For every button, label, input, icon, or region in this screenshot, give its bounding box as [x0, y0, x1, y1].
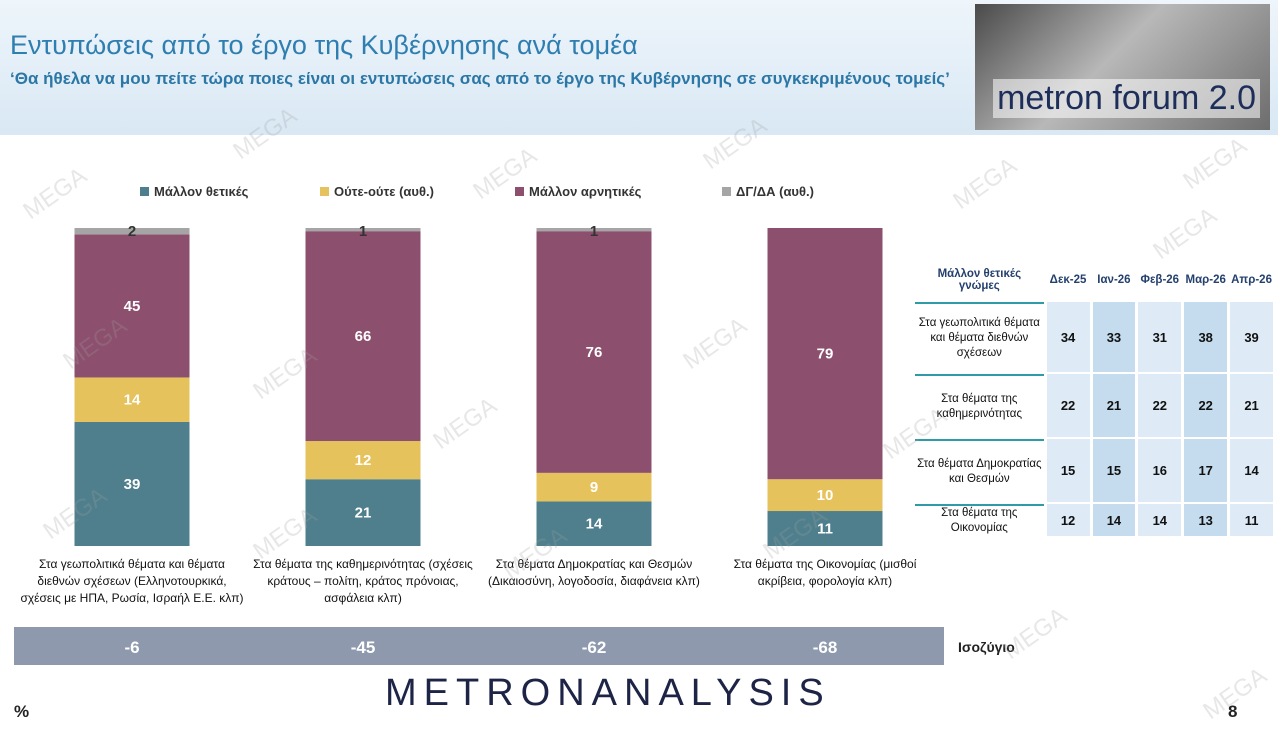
row-label: Στα θέματα της καθημερινότητας: [915, 374, 1044, 437]
legend-label: ΔΓ/ΔΑ (αυθ.): [736, 184, 814, 199]
table-cell: 14: [1138, 504, 1182, 536]
bar-segment: [536, 501, 652, 546]
balance-value: -62: [582, 638, 607, 657]
table-cell: 16: [1138, 439, 1182, 502]
category-label: Στα γεωπολιτικά θέματα και θέματα διεθνώ…: [20, 557, 244, 605]
table-cell: 34: [1046, 302, 1090, 372]
table-cell: 22: [1184, 374, 1228, 437]
legend-swatch: [722, 187, 731, 196]
category-label: Στα θέματα της Οικονομίας (μισθοί ακρίβε…: [733, 557, 917, 588]
bar-segment: [74, 377, 190, 422]
bar-segment: [305, 479, 421, 546]
unit: %: [14, 702, 30, 721]
balance-value: -6: [124, 638, 139, 657]
legend-swatch: [320, 187, 329, 196]
table-header-row: Μάλλον θετικές γνώμες Δεκ-25 Ιαν-26 Φεβ-26 Μ…: [915, 260, 1273, 300]
legend-swatch: [515, 187, 524, 196]
table-cell: 31: [1138, 302, 1182, 372]
table-row: Στα θέματα Δημοκρατίας και Θεσμών 15 15 16 1…: [915, 439, 1273, 502]
column-header: Ιαν-26: [1097, 273, 1131, 286]
balance-band: [14, 627, 944, 665]
table-cell: 38: [1184, 302, 1228, 372]
table-cell: 17: [1184, 439, 1228, 502]
data-label: 1: [590, 223, 598, 240]
table-cell: 22: [1138, 374, 1182, 437]
table-cell: 15: [1092, 439, 1136, 502]
legend-label: Ούτε-ούτε (αυθ.): [334, 184, 434, 199]
bar-segment: [767, 479, 883, 512]
bar-segment: [74, 421, 190, 546]
bar-segment: [74, 234, 190, 378]
bar-segment: [767, 228, 883, 480]
data-label: 76: [586, 344, 603, 361]
data-label: 14: [124, 392, 141, 409]
balance-label: Ισοζύγιο: [958, 639, 1015, 655]
table-cell: 11: [1230, 504, 1273, 536]
data-label: 39: [124, 476, 141, 493]
bar-segment: [536, 231, 652, 473]
balance-value: -45: [351, 638, 376, 657]
data-label: 45: [124, 298, 141, 315]
table-cell: 22: [1046, 374, 1090, 437]
bar-segment: [536, 228, 652, 232]
data-label: 11: [817, 521, 833, 538]
title: Εντυπώσεις από το έργο της Κυβέρνησης αν…: [10, 30, 638, 60]
category-label: Στα θέματα Δημοκρατίας και Θεσμών (Δικαι…: [488, 557, 700, 588]
column-header: Μαρ-26: [1185, 273, 1226, 286]
table-cell: 13: [1184, 504, 1228, 536]
column-header: Φεβ-26: [1140, 273, 1180, 286]
logo: metron forum 2.0: [975, 4, 1270, 130]
legend-label: Μάλλον θετικές: [154, 184, 249, 199]
table-cell: 33: [1092, 302, 1136, 372]
legend-swatch: [140, 187, 149, 196]
column-header: Απρ-26: [1231, 273, 1272, 286]
data-label: 10: [817, 487, 834, 504]
data-label: 79: [817, 346, 834, 363]
table-row: Στα θέματα της καθημερινότητας 22 21 22 22 21: [915, 374, 1273, 437]
category-label: Στα θέματα της καθημερινότητας (σχέσεις …: [253, 557, 473, 605]
table-header: Μάλλον θετικές γνώμες: [937, 268, 1022, 292]
table-cell: 12: [1046, 504, 1090, 536]
table-cell: 14: [1092, 504, 1136, 536]
bar-segment: [305, 441, 421, 480]
data-label: 9: [590, 479, 598, 496]
brand: METRONANALYSIS: [385, 672, 831, 714]
data-label: 12: [355, 452, 372, 469]
balance-value: -68: [813, 638, 838, 657]
subtitle: ‘Θα ήθελα να μου πείτε τώρα ποιες είναι …: [10, 69, 950, 88]
data-label: 14: [586, 516, 603, 533]
table-cell: 21: [1092, 374, 1136, 437]
row-label: Στα θέματα Δημοκρατίας και Θεσμών: [915, 439, 1044, 502]
table-cell: 21: [1230, 374, 1273, 437]
table-row: Στα θέματα της Οικονομίας 12 14 14 13 11: [915, 504, 1273, 536]
table-cell: 39: [1230, 302, 1273, 372]
page-number: 8: [1228, 702, 1238, 721]
data-label: 21: [355, 505, 372, 522]
data-label: 1: [359, 223, 367, 240]
bar-segment: [305, 228, 421, 232]
row-label: Στα θέματα της Οικονομίας: [915, 504, 1044, 536]
row-label: Στα γεωπολιτικά θέματα και θέματα διεθνώ…: [915, 302, 1044, 372]
column-header: Δεκ-25: [1049, 273, 1087, 286]
table-row: Στα γεωπολιτικά θέματα και θέματα διεθνώ…: [915, 302, 1273, 372]
data-label: 66: [355, 328, 372, 345]
logo-text: metron forum 2.0: [993, 79, 1260, 118]
legend-label: Μάλλον αρνητικές: [529, 184, 642, 199]
bar-segment: [74, 228, 190, 235]
bar-segment: [305, 231, 421, 442]
trend-table: Μάλλον θετικές γνώμες Δεκ-25 Ιαν-26 Φεβ-26 Μ…: [912, 258, 1276, 538]
bar-segment: [536, 472, 652, 502]
data-label: 2: [128, 223, 136, 240]
table-cell: 15: [1046, 439, 1090, 502]
table-cell: 14: [1230, 439, 1273, 502]
bar-segment: [767, 511, 883, 546]
